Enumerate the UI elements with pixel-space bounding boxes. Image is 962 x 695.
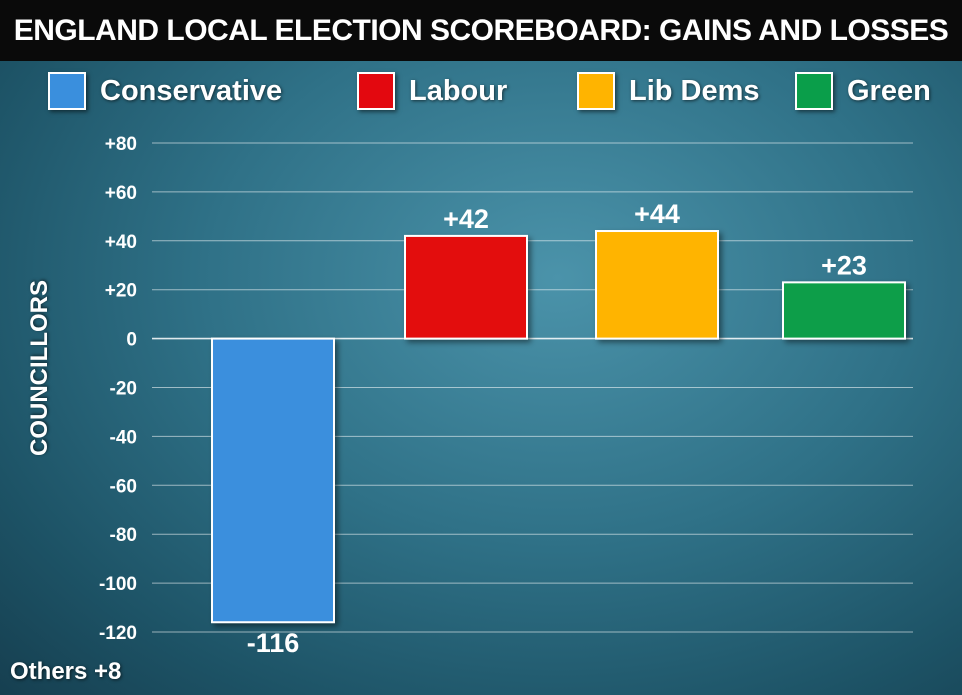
others-footnote: Others +8 [10, 658, 122, 685]
y-tick-label: -100 [99, 574, 137, 595]
bar-labour [404, 234, 528, 340]
chart-title: ENGLAND LOCAL ELECTION SCOREBOARD: GAINS… [13, 13, 949, 47]
legend-swatch-lib-dems [577, 72, 615, 110]
y-tick-label: +80 [105, 134, 137, 155]
legend-label-green: Green [847, 74, 931, 107]
data-label-labour: +42 [443, 204, 489, 234]
y-axis-label: COUNCILLORS [26, 280, 53, 456]
legend-item-green: Green [795, 70, 931, 112]
legend-item-labour: Labour [357, 70, 507, 112]
y-tick-label: -20 [110, 379, 137, 400]
bar-green [782, 281, 906, 340]
y-tick-label: +40 [105, 232, 137, 253]
legend-swatch-green [795, 72, 833, 110]
y-tick-label: 0 [126, 330, 137, 351]
data-label-green: +23 [821, 250, 867, 280]
y-tick-label: -40 [110, 427, 137, 448]
legend-swatch-labour [357, 72, 395, 110]
legend-label-lib-dems: Lib Dems [629, 74, 760, 107]
data-label-lib-dems: +44 [634, 199, 680, 229]
bar-conservative [211, 337, 335, 624]
bar-lib-dems [595, 230, 719, 340]
y-tick-label: -80 [110, 525, 137, 546]
y-tick-label: -60 [110, 476, 137, 497]
y-tick-label: +20 [105, 281, 137, 302]
legend-item-lib-dems: Lib Dems [577, 70, 760, 112]
title-bar: ENGLAND LOCAL ELECTION SCOREBOARD: GAINS… [0, 0, 962, 61]
legend-label-labour: Labour [409, 74, 508, 107]
legend-label-conservative: Conservative [100, 74, 283, 107]
y-tick-label: -120 [99, 623, 137, 644]
legend-swatch-conservative [48, 72, 86, 110]
y-tick-label: +60 [105, 183, 137, 204]
data-label-conservative: -116 [247, 628, 300, 658]
legend-item-conservative: Conservative [48, 70, 282, 112]
